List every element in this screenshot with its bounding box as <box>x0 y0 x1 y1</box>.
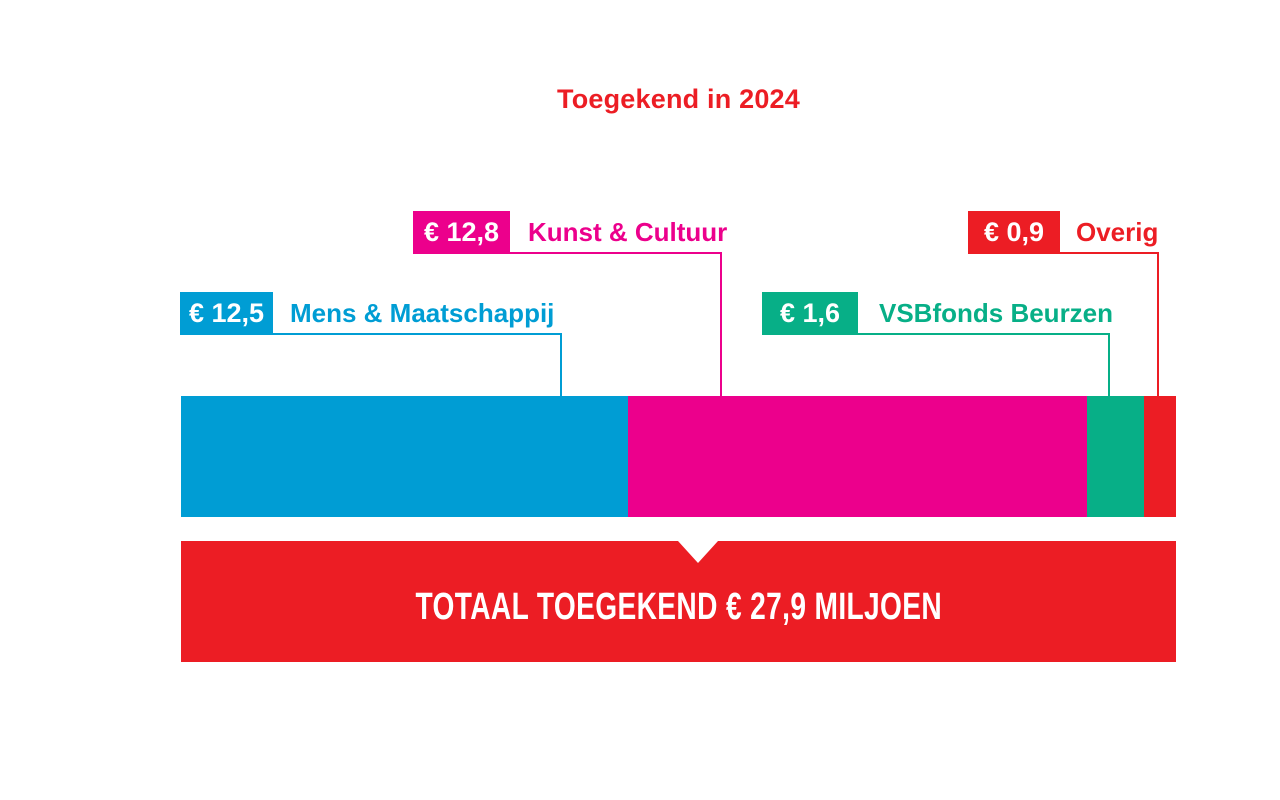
bar-segment-vsbfonds-beurzen <box>1086 396 1144 517</box>
segment-label-mens-maatschappij: Mens & Maatschappij <box>290 298 555 328</box>
leader-line <box>1157 252 1159 396</box>
leader-line <box>968 252 1159 254</box>
value-badge-kunst-cultuur: € 12,8 <box>413 211 510 254</box>
value-badge-vsbfonds-beurzen: € 1,6 <box>762 292 858 335</box>
leader-line <box>413 252 722 254</box>
total-bar: TOTAAL TOEGEKEND € 27,9 MILJOEN <box>181 541 1176 662</box>
leader-line <box>1108 333 1110 396</box>
leader-line <box>762 333 1110 335</box>
leader-line <box>560 333 562 396</box>
leader-line <box>720 252 722 396</box>
bar-segment-mens-maatschappij <box>181 396 629 517</box>
stacked-bar <box>181 396 1176 517</box>
value-badge-overig: € 0,9 <box>968 211 1060 254</box>
chart-title: Toegekend in 2024 <box>557 84 800 114</box>
value-badge-mens-maatschappij: € 12,5 <box>180 292 273 335</box>
bar-segment-kunst-cultuur <box>628 396 1087 517</box>
segment-label-vsbfonds-beurzen: VSBfonds Beurzen <box>879 298 1114 328</box>
notch-pointer <box>678 541 719 563</box>
segment-label-kunst-cultuur: Kunst & Cultuur <box>528 217 728 247</box>
leader-line <box>180 333 562 335</box>
total-label: TOTAAL TOEGEKEND € 27,9 MILJOEN <box>415 586 942 628</box>
bar-segment-overig <box>1143 396 1176 517</box>
segment-label-overig: Overig <box>1076 217 1159 247</box>
